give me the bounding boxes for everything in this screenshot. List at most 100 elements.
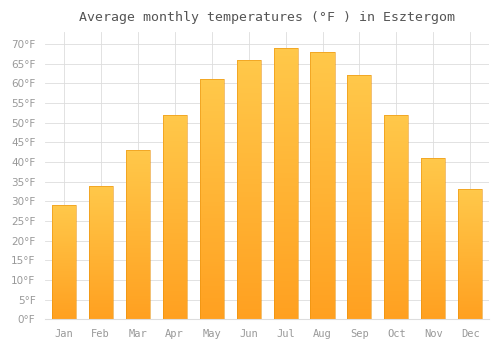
Bar [458, 228, 482, 230]
Bar [384, 190, 408, 192]
Bar [236, 210, 260, 213]
Bar [162, 288, 186, 290]
Bar [52, 281, 76, 283]
Bar [458, 227, 482, 228]
Bar [200, 101, 224, 103]
Bar [274, 151, 297, 154]
Bar [236, 244, 260, 246]
Bar [162, 219, 186, 221]
Bar [458, 315, 482, 316]
Bar [52, 265, 76, 266]
Bar [384, 162, 408, 164]
Bar [348, 197, 372, 200]
Bar [458, 243, 482, 244]
Bar [458, 310, 482, 312]
Bar [274, 208, 297, 211]
Bar [200, 305, 224, 307]
Bar [200, 178, 224, 180]
Bar [126, 240, 150, 242]
Bar [310, 199, 334, 202]
Bar [52, 252, 76, 253]
Bar [126, 287, 150, 289]
Bar [274, 140, 297, 143]
Bar [162, 166, 186, 168]
Bar [348, 188, 372, 190]
Bar [384, 209, 408, 211]
Bar [126, 174, 150, 175]
Bar [422, 198, 446, 200]
Bar [422, 202, 446, 203]
Bar [162, 280, 186, 282]
Bar [274, 70, 297, 72]
Bar [126, 150, 150, 319]
Bar [458, 283, 482, 284]
Bar [200, 79, 224, 82]
Bar [422, 194, 446, 195]
Bar [88, 186, 112, 319]
Bar [52, 248, 76, 250]
Bar [88, 308, 112, 310]
Bar [458, 211, 482, 213]
Bar [384, 215, 408, 217]
Bar [236, 262, 260, 265]
Bar [348, 317, 372, 319]
Bar [200, 209, 224, 211]
Bar [422, 255, 446, 256]
Bar [422, 182, 446, 184]
Bar [88, 238, 112, 239]
Bar [310, 244, 334, 247]
Bar [384, 258, 408, 260]
Bar [52, 284, 76, 285]
Bar [200, 192, 224, 195]
Bar [236, 288, 260, 290]
Bar [384, 135, 408, 137]
Bar [310, 119, 334, 121]
Bar [458, 191, 482, 192]
Bar [384, 256, 408, 258]
Bar [384, 305, 408, 307]
Bar [422, 263, 446, 264]
Bar [384, 227, 408, 229]
Bar [88, 294, 112, 295]
Bar [88, 231, 112, 232]
Bar [236, 70, 260, 73]
Bar [422, 287, 446, 288]
Bar [88, 283, 112, 285]
Bar [236, 306, 260, 309]
Bar [162, 146, 186, 147]
Bar [88, 303, 112, 304]
Bar [310, 63, 334, 65]
Bar [422, 160, 446, 161]
Bar [458, 198, 482, 200]
Bar [126, 246, 150, 248]
Bar [52, 205, 76, 319]
Bar [310, 86, 334, 89]
Bar [88, 296, 112, 298]
Bar [126, 297, 150, 299]
Bar [236, 150, 260, 153]
Bar [422, 311, 446, 313]
Bar [236, 314, 260, 316]
Bar [52, 231, 76, 232]
Bar [162, 311, 186, 313]
Bar [348, 280, 372, 282]
Bar [126, 170, 150, 172]
Bar [384, 286, 408, 288]
Bar [310, 191, 334, 194]
Bar [348, 290, 372, 292]
Bar [126, 245, 150, 246]
Bar [458, 271, 482, 272]
Bar [126, 231, 150, 233]
Bar [310, 274, 334, 276]
Bar [422, 234, 446, 235]
Bar [88, 246, 112, 247]
Bar [310, 188, 334, 191]
Bar [422, 164, 446, 166]
Bar [384, 117, 408, 119]
Bar [126, 226, 150, 228]
Bar [384, 186, 408, 188]
Bar [348, 100, 372, 102]
Bar [348, 224, 372, 226]
Bar [162, 188, 186, 190]
Bar [126, 243, 150, 245]
